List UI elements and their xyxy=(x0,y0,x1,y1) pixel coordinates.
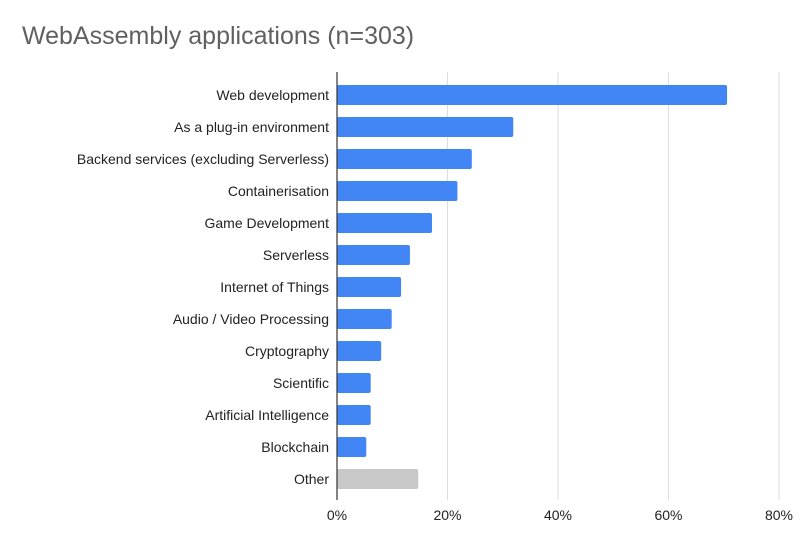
category-label: Cryptography xyxy=(245,343,329,359)
category-label: Audio / Video Processing xyxy=(173,311,329,327)
category-label: Blockchain xyxy=(261,439,329,455)
category-label: Artificial Intelligence xyxy=(205,407,329,423)
category-label: Containerisation xyxy=(228,183,329,199)
category-label: Scientific xyxy=(273,375,329,391)
category-label: Other xyxy=(294,471,329,487)
category-label: Web development xyxy=(216,87,329,103)
bar xyxy=(337,309,392,329)
bar xyxy=(337,469,419,489)
category-label: Game Development xyxy=(204,215,329,231)
x-tick-label: 40% xyxy=(544,507,572,523)
bar xyxy=(337,245,410,265)
bar xyxy=(337,149,472,169)
category-label: Backend services (excluding Serverless) xyxy=(77,151,329,167)
category-label: As a plug-in environment xyxy=(174,119,329,135)
x-tick-label: 60% xyxy=(654,507,682,523)
bar xyxy=(337,85,728,105)
bar xyxy=(337,437,367,457)
chart-title: WebAssembly applications (n=303) xyxy=(22,22,415,50)
x-tick-label: 80% xyxy=(765,507,793,523)
bar xyxy=(337,117,514,137)
bar xyxy=(337,181,458,201)
category-label: Serverless xyxy=(263,247,329,263)
bar xyxy=(337,341,382,361)
bar xyxy=(337,373,371,393)
x-tick-label: 0% xyxy=(327,507,347,523)
x-tick-label: 20% xyxy=(433,507,461,523)
bar xyxy=(337,277,402,297)
bar xyxy=(337,213,433,233)
bar xyxy=(337,405,371,425)
category-label: Internet of Things xyxy=(220,279,329,295)
